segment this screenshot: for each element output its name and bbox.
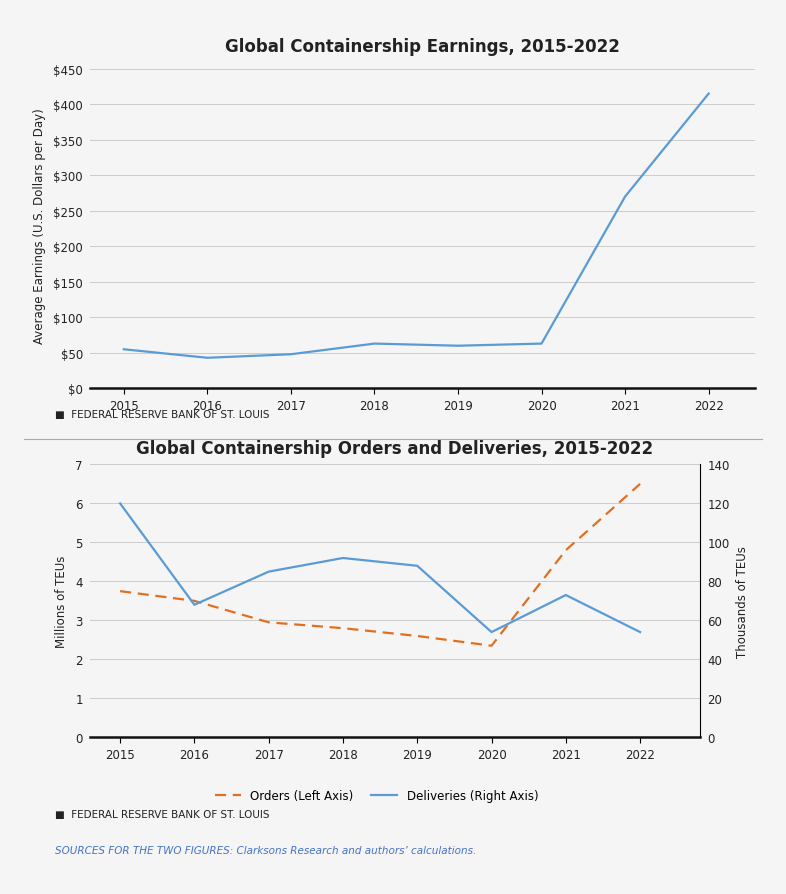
Text: ■  FEDERAL RESERVE BANK OF ST. LOUIS: ■ FEDERAL RESERVE BANK OF ST. LOUIS — [55, 809, 270, 819]
Y-axis label: Thousands of TEUs: Thousands of TEUs — [736, 545, 750, 657]
Legend: Orders (Left Axis), Deliveries (Right Axis): Orders (Left Axis), Deliveries (Right Ax… — [211, 784, 543, 806]
Text: SOURCES FOR THE TWO FIGURES: Clarksons Research and authors’ calculations.: SOURCES FOR THE TWO FIGURES: Clarksons R… — [55, 845, 476, 855]
Title: Global Containership Orders and Deliveries, 2015-2022: Global Containership Orders and Deliveri… — [137, 440, 653, 458]
Title: Global Containership Earnings, 2015-2022: Global Containership Earnings, 2015-2022 — [225, 38, 620, 55]
Text: ■  FEDERAL RESERVE BANK OF ST. LOUIS: ■ FEDERAL RESERVE BANK OF ST. LOUIS — [55, 409, 270, 419]
Y-axis label: Millions of TEUs: Millions of TEUs — [55, 555, 68, 647]
Y-axis label: Average Earnings (U.S. Dollars per Day): Average Earnings (U.S. Dollars per Day) — [33, 108, 46, 343]
